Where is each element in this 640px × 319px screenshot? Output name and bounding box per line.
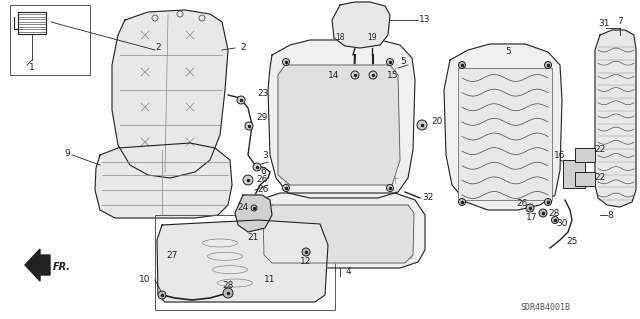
Polygon shape xyxy=(332,2,390,48)
Circle shape xyxy=(526,204,534,212)
Circle shape xyxy=(369,71,377,79)
Text: 9: 9 xyxy=(64,149,70,158)
Text: 20: 20 xyxy=(431,117,443,127)
Text: 16: 16 xyxy=(554,151,566,160)
Circle shape xyxy=(458,198,465,205)
Polygon shape xyxy=(235,195,272,232)
Text: 12: 12 xyxy=(300,257,312,266)
Bar xyxy=(458,68,552,200)
Text: 27: 27 xyxy=(166,250,178,259)
Polygon shape xyxy=(268,40,415,198)
Text: 19: 19 xyxy=(367,33,377,42)
Text: 1: 1 xyxy=(29,63,35,72)
Polygon shape xyxy=(278,65,400,185)
Polygon shape xyxy=(444,44,562,210)
Text: 15: 15 xyxy=(387,70,399,79)
Circle shape xyxy=(539,209,547,217)
Circle shape xyxy=(158,291,166,299)
Text: 26: 26 xyxy=(257,186,269,195)
Text: 24: 24 xyxy=(237,204,248,212)
Circle shape xyxy=(282,58,289,65)
Text: 26: 26 xyxy=(516,198,528,207)
Polygon shape xyxy=(112,10,228,178)
Text: SDR4B4001B: SDR4B4001B xyxy=(520,303,570,313)
Text: 4: 4 xyxy=(345,268,351,277)
Text: 32: 32 xyxy=(422,194,434,203)
Text: 29: 29 xyxy=(256,114,268,122)
Polygon shape xyxy=(157,220,328,302)
Text: 21: 21 xyxy=(247,233,259,241)
Text: 17: 17 xyxy=(526,213,538,222)
Circle shape xyxy=(417,120,427,130)
Polygon shape xyxy=(263,205,414,263)
Text: 3: 3 xyxy=(262,151,268,160)
Text: 28: 28 xyxy=(222,280,234,290)
Text: 22: 22 xyxy=(595,174,605,182)
Text: 26: 26 xyxy=(256,175,268,184)
Bar xyxy=(575,148,595,162)
Text: 6: 6 xyxy=(260,167,266,176)
Text: FR.: FR. xyxy=(53,262,71,272)
Circle shape xyxy=(245,122,253,130)
Bar xyxy=(10,5,90,75)
Circle shape xyxy=(243,175,253,185)
Bar xyxy=(155,215,335,310)
Text: 13: 13 xyxy=(419,16,431,25)
Text: 5: 5 xyxy=(505,48,511,56)
Polygon shape xyxy=(595,30,636,207)
Text: 7: 7 xyxy=(617,18,623,26)
Polygon shape xyxy=(255,193,425,268)
Circle shape xyxy=(237,96,245,104)
Circle shape xyxy=(458,62,465,69)
Text: 10: 10 xyxy=(140,276,151,285)
Text: 23: 23 xyxy=(257,88,269,98)
Text: 2: 2 xyxy=(240,43,246,53)
Text: 25: 25 xyxy=(566,238,578,247)
Bar xyxy=(563,160,585,188)
Circle shape xyxy=(302,248,310,256)
Text: 18: 18 xyxy=(335,33,345,42)
Circle shape xyxy=(545,198,552,205)
Text: 5: 5 xyxy=(400,57,406,66)
Text: 31: 31 xyxy=(598,19,610,28)
Text: 30: 30 xyxy=(556,219,568,228)
Circle shape xyxy=(223,288,233,298)
Circle shape xyxy=(552,217,559,224)
Circle shape xyxy=(282,184,289,191)
Polygon shape xyxy=(25,249,50,281)
Text: 22: 22 xyxy=(595,145,605,154)
Circle shape xyxy=(545,62,552,69)
Circle shape xyxy=(351,71,359,79)
Text: 14: 14 xyxy=(328,70,340,79)
Text: 2: 2 xyxy=(155,43,161,53)
Circle shape xyxy=(387,58,394,65)
Text: 11: 11 xyxy=(264,276,276,285)
Polygon shape xyxy=(95,143,232,218)
Text: 28: 28 xyxy=(548,209,560,218)
Bar xyxy=(575,172,595,186)
Circle shape xyxy=(253,163,261,171)
Circle shape xyxy=(387,184,394,191)
Circle shape xyxy=(251,205,257,211)
Text: 8: 8 xyxy=(607,211,613,219)
